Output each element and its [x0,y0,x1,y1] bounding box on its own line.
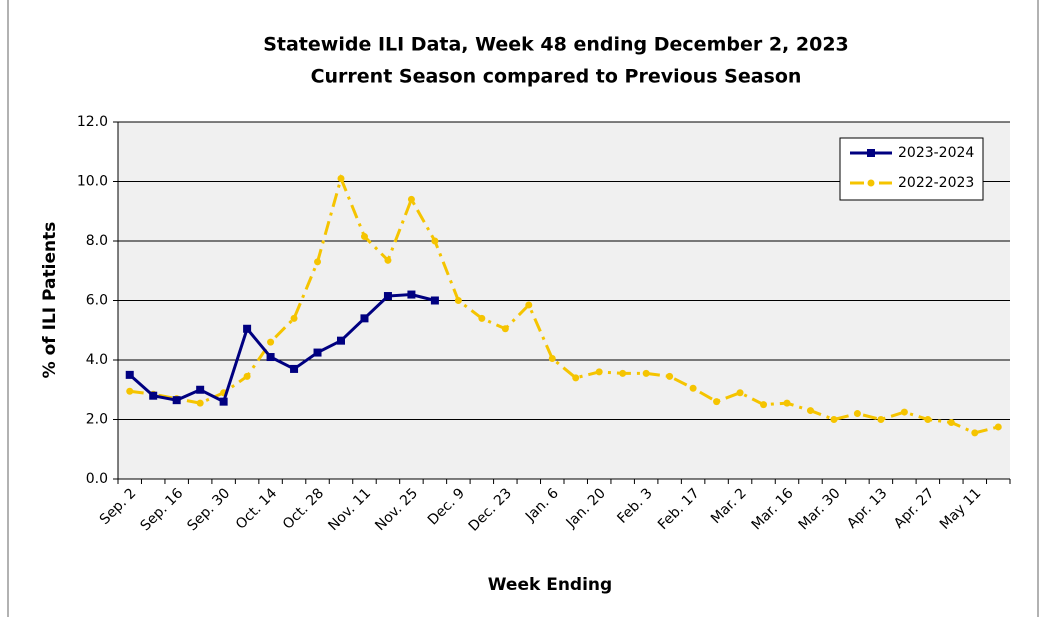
marker [243,372,251,380]
marker [243,324,252,333]
marker [501,325,509,333]
y-tick-label: 10.0 [77,174,108,190]
marker [924,416,932,423]
marker [454,297,462,304]
y-tick-label: 2.0 [86,412,108,428]
marker [431,237,439,245]
marker [196,385,205,394]
marker [642,369,650,377]
marker [548,355,556,363]
series-line [129,173,999,435]
marker [666,372,674,380]
marker [290,364,299,373]
marker [595,368,603,376]
y-tick-label: 8.0 [86,233,108,249]
marker [337,336,345,345]
marker [713,398,721,406]
marker [619,369,627,377]
y-axis-label: % of ILI Patients [40,222,60,379]
marker [478,314,486,322]
marker [900,408,908,416]
legend-marker [867,179,875,187]
marker [149,391,158,400]
marker [383,292,392,301]
marker [760,401,768,409]
marker [125,370,134,379]
chart-title: Statewide ILI Data, Week 48 ending Decem… [263,34,849,56]
legend-label: 2023-2024 [898,145,974,161]
marker [126,387,134,395]
marker [572,374,580,382]
marker [337,175,345,183]
marker [971,429,979,437]
marker [806,407,814,415]
chart-subtitle: Current Season compared to Previous Seas… [311,66,802,88]
legend-marker [867,149,875,157]
marker [783,399,791,407]
marker [407,290,416,299]
legend-box [839,137,984,201]
marker [430,296,439,305]
x-axis-label: Week Ending [488,575,612,595]
y-tick-label: 0.0 [86,471,108,487]
marker [853,410,861,418]
marker [525,301,533,309]
marker [384,256,392,264]
marker [360,233,368,241]
marker [947,418,955,426]
y-tick-label: 4.0 [86,352,108,368]
marker [360,314,369,323]
marker [219,397,228,406]
marker [172,396,181,405]
marker [736,389,744,397]
marker [994,423,1002,431]
marker [196,399,204,407]
y-tick-label: 12.0 [77,114,108,130]
marker [830,416,838,423]
legend-label: 2022-2023 [898,175,974,191]
marker [877,416,885,423]
legend: 2023-2024 2022-2023 [839,137,984,201]
marker [407,195,415,203]
marker [314,258,322,266]
marker [313,348,322,357]
marker [267,338,275,346]
marker [689,384,697,392]
y-tick-label: 6.0 [86,293,108,309]
marker [290,314,298,322]
marker [266,353,275,362]
